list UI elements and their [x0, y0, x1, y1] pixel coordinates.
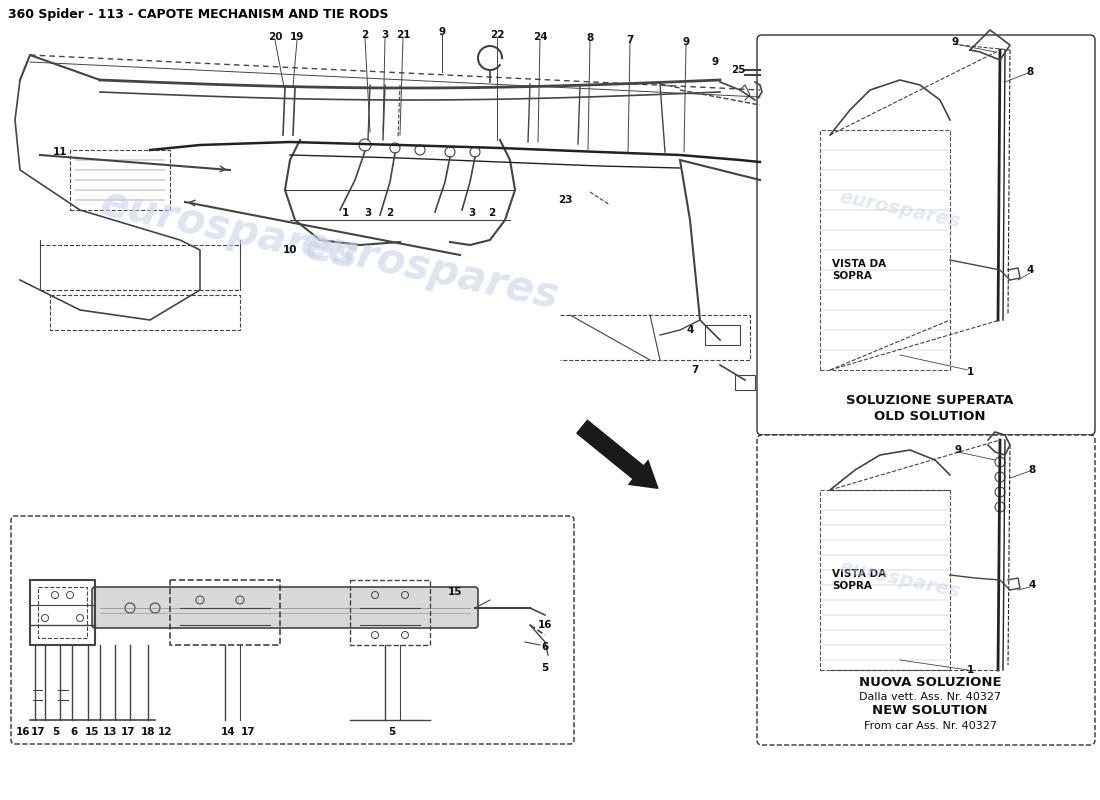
- Text: 9: 9: [955, 445, 961, 455]
- Text: eurospares: eurospares: [297, 222, 563, 318]
- Text: 18: 18: [141, 727, 155, 737]
- Text: 5: 5: [53, 727, 59, 737]
- Text: 12: 12: [157, 727, 173, 737]
- Text: 5: 5: [388, 727, 396, 737]
- Text: 3: 3: [382, 30, 388, 40]
- Text: 2: 2: [362, 30, 369, 40]
- Text: 14: 14: [221, 727, 235, 737]
- Text: 24: 24: [532, 32, 548, 42]
- Text: 16: 16: [538, 620, 552, 630]
- Text: 8: 8: [1026, 67, 1034, 77]
- Text: 15: 15: [85, 727, 99, 737]
- FancyBboxPatch shape: [757, 435, 1094, 745]
- Bar: [820, 130, 950, 370]
- FancyBboxPatch shape: [757, 35, 1094, 435]
- Text: 9: 9: [682, 37, 690, 47]
- Bar: [70, 150, 170, 210]
- FancyArrowPatch shape: [576, 420, 658, 488]
- Text: 4: 4: [1028, 580, 1036, 590]
- Bar: [820, 490, 950, 670]
- Text: 22: 22: [490, 30, 504, 40]
- Text: 1: 1: [967, 367, 974, 377]
- Text: From car Ass. Nr. 40327: From car Ass. Nr. 40327: [864, 721, 997, 731]
- Text: 4: 4: [1026, 265, 1034, 275]
- Text: 19: 19: [289, 32, 305, 42]
- Text: 21: 21: [396, 30, 410, 40]
- Text: 8: 8: [586, 33, 594, 43]
- Text: VISTA DA
SOPRA: VISTA DA SOPRA: [832, 570, 887, 590]
- Text: 23: 23: [558, 195, 572, 205]
- Text: Dalla vett. Ass. Nr. 40327: Dalla vett. Ass. Nr. 40327: [859, 692, 1001, 702]
- Text: 20: 20: [267, 32, 283, 42]
- Text: NUOVA SOLUZIONE: NUOVA SOLUZIONE: [859, 675, 1001, 689]
- Text: eurospares: eurospares: [838, 558, 962, 602]
- Text: 17: 17: [31, 727, 45, 737]
- Text: 360 Spider - 113 - CAPOTE MECHANISM AND TIE RODS: 360 Spider - 113 - CAPOTE MECHANISM AND …: [8, 8, 388, 21]
- Text: eurospares: eurospares: [97, 182, 363, 278]
- FancyBboxPatch shape: [11, 516, 574, 744]
- Text: NEW SOLUTION: NEW SOLUTION: [872, 705, 988, 718]
- Text: OLD SOLUTION: OLD SOLUTION: [874, 410, 986, 423]
- Text: 2: 2: [386, 208, 394, 218]
- Text: 3: 3: [364, 208, 372, 218]
- Text: 1: 1: [341, 208, 349, 218]
- Bar: [705, 325, 740, 345]
- Text: 25: 25: [730, 65, 746, 75]
- Text: 13: 13: [102, 727, 118, 737]
- Text: 1: 1: [967, 665, 974, 675]
- Text: SOLUZIONE SUPERATA: SOLUZIONE SUPERATA: [846, 394, 1014, 406]
- Text: 17: 17: [241, 727, 255, 737]
- Text: 2: 2: [488, 208, 496, 218]
- Text: 6: 6: [70, 727, 78, 737]
- Text: 7: 7: [691, 365, 698, 375]
- Text: 5: 5: [541, 663, 549, 673]
- Text: 8: 8: [1028, 465, 1035, 475]
- Text: 4: 4: [686, 325, 694, 335]
- Text: VISTA DA
SOPRA: VISTA DA SOPRA: [832, 259, 887, 281]
- Text: 11: 11: [53, 147, 67, 157]
- Text: 9: 9: [952, 37, 958, 47]
- Text: eurospares: eurospares: [838, 188, 962, 232]
- Text: 6: 6: [541, 642, 549, 652]
- FancyBboxPatch shape: [92, 587, 478, 628]
- Text: 3: 3: [469, 208, 475, 218]
- Text: 16: 16: [15, 727, 31, 737]
- Text: 9: 9: [712, 57, 718, 67]
- Bar: [735, 375, 755, 390]
- Text: 7: 7: [626, 35, 634, 45]
- Text: 9: 9: [439, 27, 446, 37]
- Text: 15: 15: [448, 587, 462, 597]
- Text: 10: 10: [283, 245, 297, 255]
- Text: 17: 17: [121, 727, 135, 737]
